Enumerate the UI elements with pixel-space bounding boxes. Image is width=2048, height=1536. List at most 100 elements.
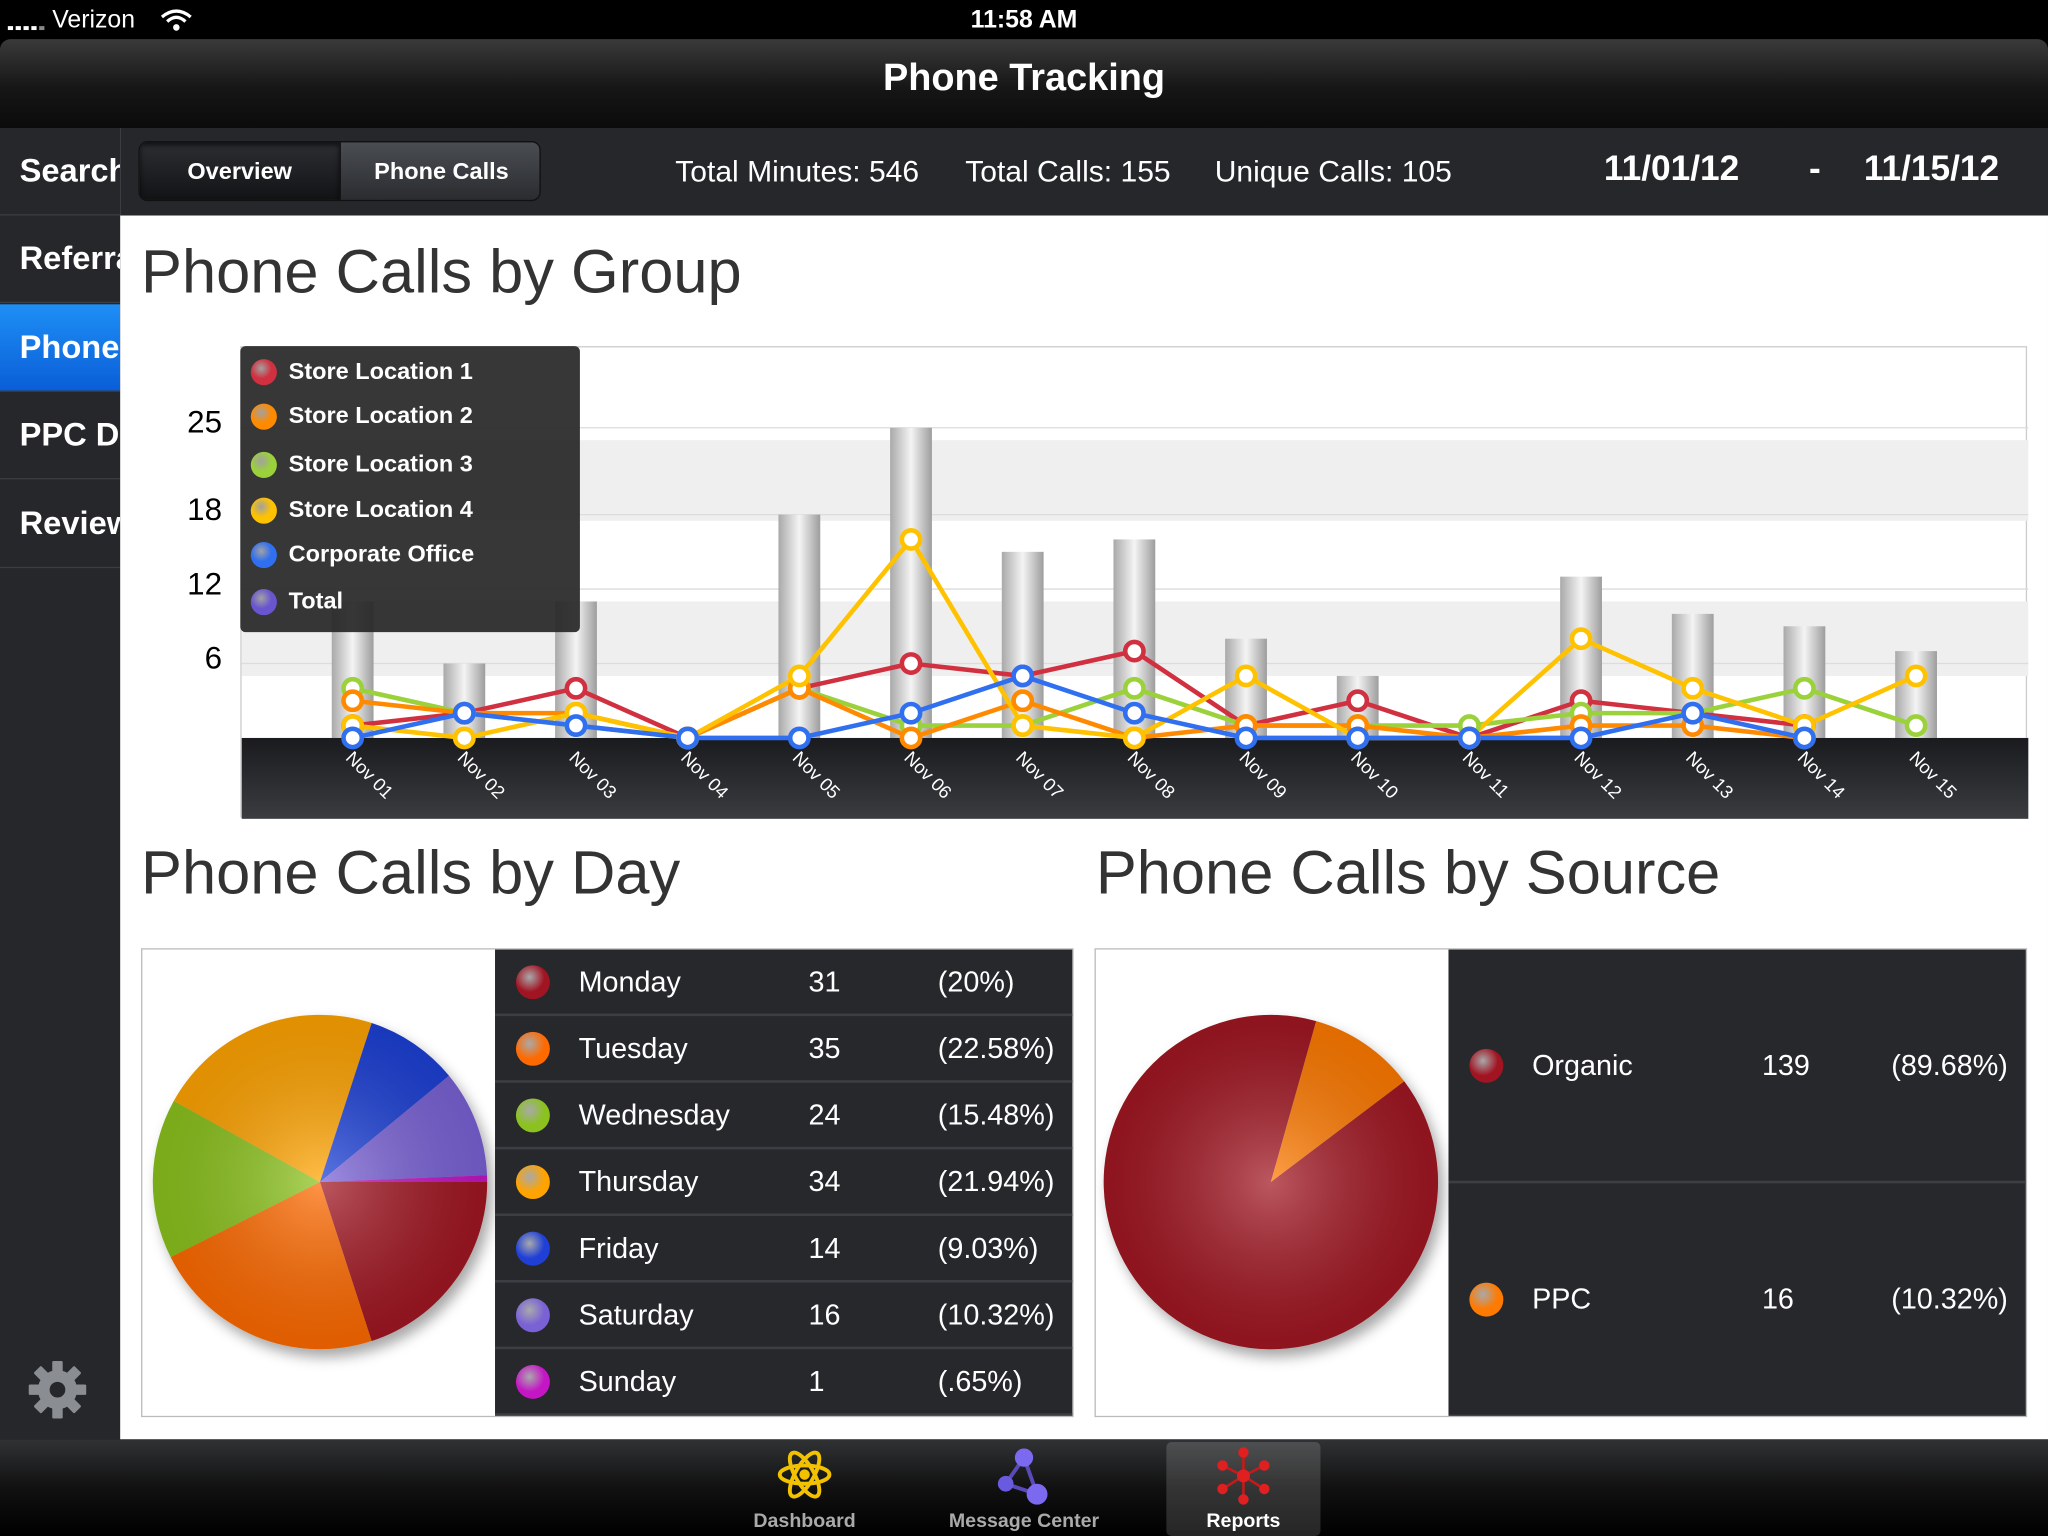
total-minutes: Total Minutes: 546 [675, 154, 920, 189]
tab-label: Message Center [948, 1509, 1100, 1533]
series-point [1457, 726, 1481, 750]
series-point [1904, 664, 1928, 688]
series-point [1011, 714, 1035, 737]
row-percent: (10.32%) [1891, 1281, 2008, 1315]
row-label: Thursday [578, 1164, 699, 1198]
row-percent: (20%) [937, 964, 1015, 998]
date-end[interactable]: 11/15/12 [1863, 148, 2000, 189]
legend-row: Saturday 16 (10.32%) [495, 1283, 1073, 1350]
legend-item[interactable]: Store Location 3 [250, 451, 473, 485]
tab-dashboard[interactable]: Dashboard [728, 1442, 882, 1536]
x-axis-band [241, 737, 2029, 819]
row-value: 31 [808, 964, 841, 998]
y-tick-label: 25 [187, 404, 223, 441]
sidebar: Search Referrals Phone PPC D Reviews [0, 127, 121, 1440]
legend-swatch [515, 1231, 550, 1265]
legend-swatch [515, 1164, 550, 1199]
tab-label: Reports [1206, 1509, 1281, 1533]
source-table: Organic 139 (89.68%) PPC 16 (10.32%) [1448, 949, 2026, 1416]
sidebar-item-search[interactable]: Search [0, 128, 121, 216]
sidebar-item-ppc[interactable]: PPC D [0, 392, 121, 480]
legend-swatch [515, 1297, 550, 1332]
row-value: 16 [808, 1297, 841, 1331]
legend-swatch [250, 359, 277, 386]
row-percent: (9.03%) [937, 1231, 1039, 1264]
series-point [1011, 664, 1035, 688]
signal-icon [7, 17, 47, 31]
legend-swatch [1469, 1281, 1504, 1316]
pie-highlight [152, 1014, 488, 1350]
legend-item[interactable]: Total [250, 587, 344, 622]
legend-label: Total [288, 587, 344, 614]
day-table: Monday 31 (20%) Tuesday 35 (22.58%) Wednesday 2… [495, 949, 1073, 1416]
legend-label: Store Location 4 [288, 496, 473, 523]
row-label: Monday [578, 964, 681, 998]
row-percent: (21.94%) [937, 1164, 1055, 1198]
unique-calls: Unique Calls: 105 [1214, 154, 1452, 189]
date-start[interactable]: 11/01/12 [1603, 148, 1740, 189]
row-value: 14 [808, 1231, 841, 1264]
row-label: Tuesday [578, 1031, 688, 1064]
series-point [899, 726, 923, 750]
legend-row: Organic 139 (89.68%) [1448, 950, 2026, 1184]
source-pie-chart [1103, 1014, 1439, 1350]
series-point [1122, 701, 1146, 725]
legend-swatch [515, 964, 550, 999]
view-segmented-control: Overview Phone Calls [138, 141, 541, 202]
row-label: Wednesday [578, 1097, 730, 1131]
series-point [1792, 726, 1816, 750]
total-bar [443, 663, 486, 738]
tab-reports[interactable]: Reports [1166, 1441, 1321, 1536]
series-point [1569, 726, 1593, 750]
legend-swatch [250, 452, 277, 479]
legend-row: Monday 31 (20%) [495, 950, 1073, 1017]
legend-swatch [515, 1031, 550, 1066]
series-point [1904, 714, 1928, 737]
network-icon [997, 1448, 1048, 1505]
legend-label: Corporate Office [288, 540, 475, 567]
sidebar-item-referrals[interactable]: Referrals [0, 216, 121, 304]
legend-swatch [250, 403, 277, 431]
legend-row: Sunday 1 (.65%) [495, 1349, 1073, 1416]
legend-row: Wednesday 24 (15.48%) [495, 1083, 1073, 1150]
segment-phone-calls[interactable]: Phone Calls [374, 158, 509, 185]
legend-row: Tuesday 35 (22.58%) [495, 1016, 1073, 1083]
tab-message-center[interactable]: Message Center [947, 1442, 1101, 1536]
row-percent: (22.58%) [937, 1031, 1055, 1064]
molecule-icon [1217, 1447, 1270, 1505]
series-point [341, 689, 365, 713]
series-point [1346, 726, 1370, 750]
row-label: Saturday [578, 1297, 694, 1331]
source-panel: Organic 139 (89.68%) PPC 16 (10.32%) [1094, 948, 2028, 1418]
legend-item[interactable]: Store Location 1 [250, 358, 473, 392]
series-point [1234, 726, 1258, 750]
y-tick-label: 12 [187, 566, 223, 603]
row-label: Friday [578, 1231, 659, 1264]
row-value: 139 [1761, 1048, 1810, 1081]
sidebar-item-phone[interactable]: Phone [0, 304, 121, 392]
row-value: 24 [808, 1097, 841, 1131]
series-point [341, 726, 365, 750]
legend-item[interactable]: Corporate Office [250, 540, 475, 575]
tab-label: Dashboard [753, 1509, 856, 1533]
day-chart-title: Phone Calls by Day [141, 837, 681, 907]
sidebar-item-reviews[interactable]: Reviews [0, 481, 121, 569]
legend-item[interactable]: Store Location 4 [250, 496, 473, 530]
legend-swatch [250, 589, 277, 616]
series-point [676, 726, 700, 750]
legend-item[interactable]: Store Location 2 [250, 402, 473, 436]
total-calls: Total Calls: 155 [965, 154, 1171, 189]
row-label: Sunday [578, 1364, 677, 1397]
series-point [1569, 627, 1593, 651]
status-time: 11:58 AM [970, 6, 1078, 34]
row-percent: (89.68%) [1891, 1048, 2008, 1081]
gear-icon[interactable] [26, 1358, 89, 1421]
day-pie-chart [152, 1014, 488, 1350]
legend-swatch [250, 542, 277, 569]
row-value: 35 [808, 1031, 841, 1064]
day-panel: Monday 31 (20%) Tuesday 35 (22.58%) Wednesday 2… [141, 948, 1074, 1418]
y-tick-label: 6 [204, 641, 223, 677]
segment-overview[interactable]: Overview [139, 142, 340, 200]
legend-swatch [515, 1364, 550, 1399]
row-percent: (10.32%) [937, 1297, 1055, 1331]
